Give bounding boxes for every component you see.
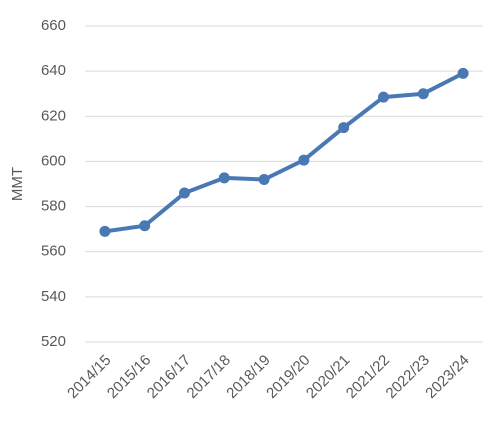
y-axis-label: MMT (9, 167, 26, 201)
data-point (298, 154, 310, 166)
data-point (338, 122, 350, 134)
data-point (378, 91, 389, 103)
data-point (179, 187, 190, 199)
y-tick-label: 660 (41, 17, 66, 34)
x-tick-label: 2018/19 (223, 352, 273, 402)
y-tick-label: 640 (41, 62, 66, 79)
y-tick-label: 600 (41, 152, 66, 169)
data-point (218, 172, 230, 184)
x-tick-label: 2020/21 (303, 352, 353, 402)
y-tick-label: 540 (41, 288, 66, 305)
data-point (417, 88, 429, 100)
y-tick-label: 520 (41, 333, 66, 350)
data-point (139, 220, 151, 232)
data-point (457, 67, 469, 79)
x-tick-label: 2023/24 (422, 352, 472, 402)
x-tick-label: 2015/16 (104, 352, 154, 402)
x-tick-label: 2019/20 (263, 352, 313, 402)
x-tick-label: 2017/18 (184, 352, 234, 402)
x-tick-label: 2016/17 (144, 352, 194, 402)
y-tick-label: 620 (41, 107, 66, 124)
x-tick-label: 2021/22 (343, 352, 393, 402)
data-point (99, 225, 111, 237)
x-tick-label: 2022/23 (383, 352, 433, 402)
data-point (258, 173, 270, 185)
y-tick-label: 560 (41, 243, 66, 260)
x-tick-label: 2014/15 (64, 352, 114, 402)
y-tick-label: 580 (41, 198, 66, 215)
data-line (104, 71, 465, 234)
